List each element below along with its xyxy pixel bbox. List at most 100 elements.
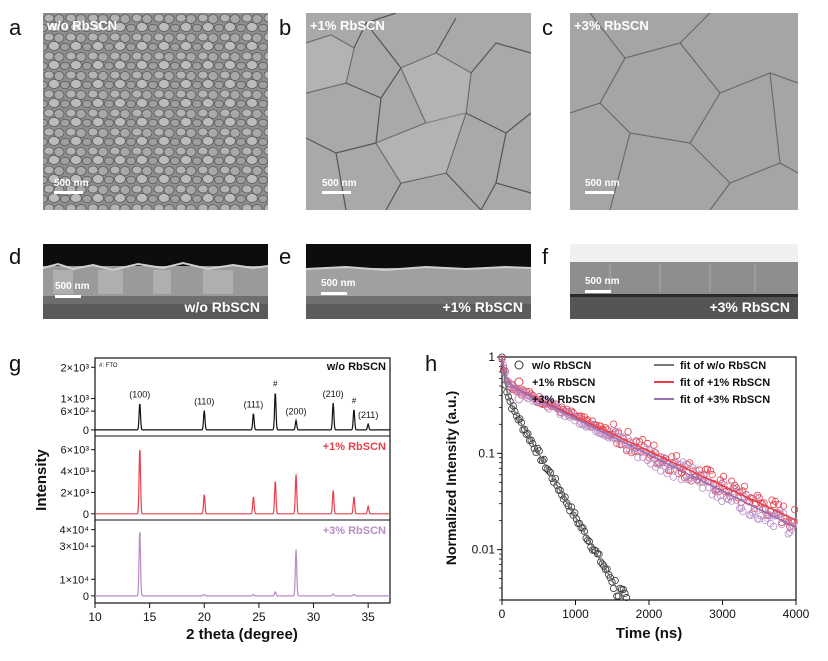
sem-cross-3pct-image: +3% RbSCN 500 nm bbox=[570, 244, 798, 319]
xrd-y-tick-label: 4×10⁴ bbox=[59, 525, 89, 537]
trpl-data-point bbox=[748, 509, 757, 517]
trpl-data-point bbox=[538, 456, 546, 465]
trpl-data-point bbox=[719, 477, 728, 486]
trpl-data-point bbox=[768, 496, 776, 504]
panel-label-e: e bbox=[279, 244, 292, 269]
trpl-data-point bbox=[719, 472, 728, 481]
trpl-data-point bbox=[727, 497, 736, 505]
trpl-data-point bbox=[791, 506, 799, 514]
trpl-data-point bbox=[750, 507, 758, 515]
sem-cross-3pct-scale-text: 500 nm bbox=[585, 276, 620, 287]
trpl-fit-line bbox=[501, 356, 624, 601]
trpl-legend-marker bbox=[514, 360, 524, 370]
trpl-legend-label: fit of +1% RbSCN bbox=[680, 377, 770, 389]
sem-top-3pct-label: +3% RbSCN bbox=[574, 18, 649, 33]
trpl-data-point bbox=[517, 419, 526, 427]
xrd-peak-label: (100) bbox=[129, 389, 150, 399]
sem-top-1pct-image: +1% RbSCN 500 nm bbox=[306, 13, 531, 210]
trpl-legend-label: +1% RbSCN bbox=[532, 377, 595, 389]
trpl-chart: 0 1000 2000 3000 4000 1 0.1 0.01 w/o RbSCN +1% R… bbox=[443, 350, 810, 642]
xrd-peak-label: (211) bbox=[358, 410, 378, 420]
xrd-spectrum-line bbox=[95, 393, 390, 431]
xrd-x-tick-label: 35 bbox=[361, 610, 375, 624]
trpl-data-point bbox=[501, 369, 509, 377]
xrd-y-tick-label: 0 bbox=[83, 509, 89, 521]
trpl-data-point bbox=[685, 475, 694, 483]
trpl-data-point bbox=[718, 497, 726, 505]
trpl-data-point bbox=[791, 517, 799, 525]
sem-top-3pct-image: +3% RbSCN 500 nm bbox=[570, 13, 798, 210]
trpl-data-point bbox=[524, 430, 532, 438]
xrd-x-tick-label: 25 bbox=[252, 610, 266, 624]
sem-cross-1pct-image: +1% RbSCN 500 nm bbox=[306, 244, 531, 319]
xrd-y-tick-label: 2×10³ bbox=[61, 487, 90, 499]
trpl-data-point bbox=[755, 494, 763, 502]
xrd-series-label-3pct: +3% RbSCN bbox=[323, 525, 386, 537]
trpl-data-point bbox=[619, 586, 627, 594]
xrd-spectrum-line bbox=[95, 532, 390, 597]
xrd-spectrum-line bbox=[95, 450, 390, 515]
trpl-legend-label: w/o RbSCN bbox=[531, 360, 591, 372]
xrd-x-tick-label: 15 bbox=[143, 610, 157, 624]
sem-cross-wo-scale-text: 500 nm bbox=[55, 281, 90, 292]
xrd-peak-label: (110) bbox=[194, 396, 214, 406]
trpl-y-tick-label: 0.1 bbox=[478, 446, 495, 460]
trpl-data-point bbox=[642, 445, 650, 453]
trpl-data-point bbox=[789, 522, 797, 530]
xrd-peak-label: # bbox=[273, 379, 278, 388]
sem-top-1pct-scale-text: 500 nm bbox=[322, 178, 357, 189]
xrd-peak-label: (210) bbox=[323, 389, 344, 399]
trpl-data-point bbox=[682, 460, 690, 468]
trpl-data-point bbox=[622, 593, 631, 602]
sem-cross-wo-graphic bbox=[43, 244, 268, 319]
panel-label-h: h bbox=[425, 351, 438, 376]
panel-label-c: c bbox=[542, 15, 553, 40]
sem-top-wo-label: w/o RbSCN bbox=[47, 18, 118, 33]
trpl-data-point bbox=[770, 522, 778, 530]
trpl-y-axis-label: Normalized Intensity (a.u.) bbox=[443, 391, 459, 565]
xrd-y-tick-label: 6×10³ bbox=[61, 445, 90, 457]
xrd-plot-frame bbox=[94, 357, 391, 604]
xrd-peak-label: (200) bbox=[286, 406, 307, 416]
sem-cross-1pct-graphic bbox=[306, 244, 531, 319]
panel-label-d: d bbox=[9, 244, 22, 269]
trpl-data-point bbox=[739, 508, 747, 516]
xrd-series-label-1pct: +1% RbSCN bbox=[323, 441, 386, 453]
trpl-data-point bbox=[614, 427, 622, 435]
sem-top-wo-scale-bar bbox=[54, 191, 83, 194]
xrd-fto-note: #: FTO bbox=[99, 363, 118, 369]
trpl-data-point bbox=[778, 521, 786, 529]
trpl-data-point bbox=[737, 504, 745, 512]
sem-top-1pct-scale-bar bbox=[322, 191, 351, 194]
trpl-data-point bbox=[580, 527, 589, 535]
trpl-data-point bbox=[650, 441, 658, 449]
sem-top-1pct-label: +1% RbSCN bbox=[310, 18, 385, 33]
xrd-y-tick-label: 6×10² bbox=[61, 406, 90, 418]
trpl-legend-marker bbox=[514, 377, 524, 387]
trpl-x-tick-label: 1000 bbox=[562, 607, 589, 621]
trpl-data-point bbox=[610, 420, 618, 428]
trpl-data-point bbox=[621, 589, 629, 597]
panel-label-b: b bbox=[279, 15, 292, 40]
sem-cross-3pct-graphic bbox=[570, 244, 798, 319]
trpl-data-point bbox=[752, 493, 760, 501]
trpl-data-point bbox=[624, 428, 632, 436]
xrd-y-tick-label: 2×10³ bbox=[61, 362, 90, 374]
sem-cross-1pct-scale-text: 500 nm bbox=[321, 278, 356, 289]
trpl-data-point bbox=[664, 460, 673, 469]
trpl-x-tick-label: 0 bbox=[499, 607, 506, 621]
xrd-y-tick-label: 4×10³ bbox=[61, 466, 90, 478]
trpl-data-point bbox=[713, 493, 721, 501]
xrd-y-tick-label: 1×10⁴ bbox=[59, 574, 89, 586]
xrd-series-label-wo: w/o RbSCN bbox=[326, 361, 386, 373]
trpl-y-tick-label: 1 bbox=[488, 350, 495, 364]
sem-top-wo-scale-text: 500 nm bbox=[54, 178, 89, 189]
trpl-legend-label: fit of w/o RbSCN bbox=[680, 360, 766, 372]
trpl-fit-line bbox=[501, 356, 797, 529]
trpl-data-point bbox=[613, 439, 621, 447]
xrd-y-tick-label: 0 bbox=[83, 425, 89, 437]
trpl-data-point bbox=[668, 453, 676, 461]
sem-top-3pct-graphic bbox=[570, 13, 798, 210]
trpl-x-tick-label: 2000 bbox=[636, 607, 663, 621]
